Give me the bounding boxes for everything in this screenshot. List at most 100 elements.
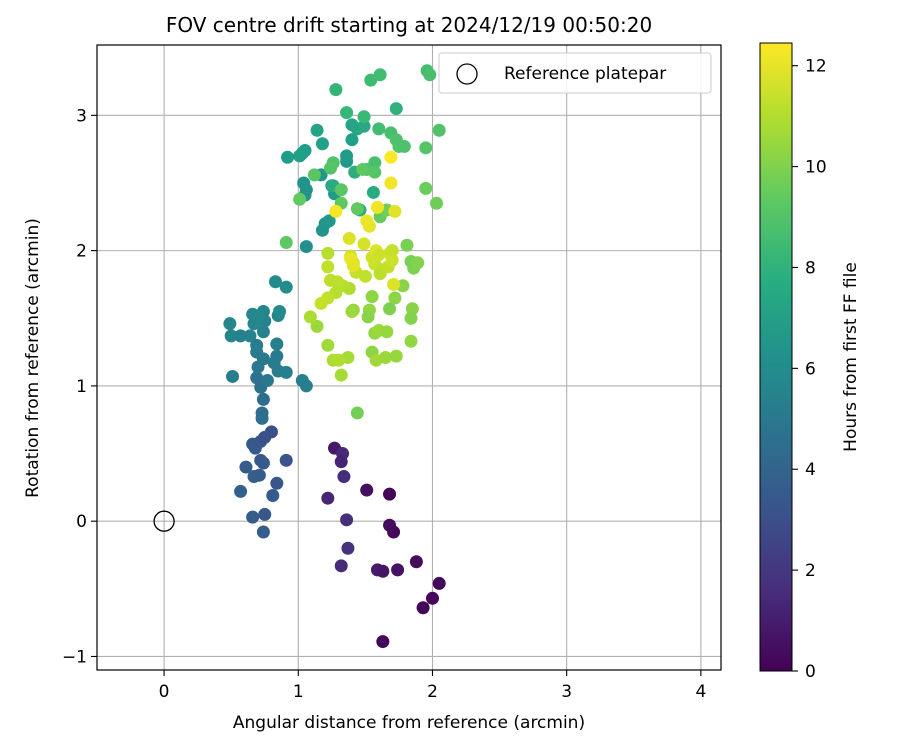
data-point <box>332 353 346 367</box>
data-point <box>251 310 265 324</box>
data-point <box>346 259 360 273</box>
data-point <box>256 325 270 339</box>
data-point <box>419 141 433 155</box>
data-point <box>299 240 313 254</box>
data-point <box>405 302 419 316</box>
data-point <box>334 455 348 469</box>
data-point <box>264 425 278 439</box>
data-point <box>340 106 354 120</box>
data-point <box>387 525 401 539</box>
colorbar <box>759 42 793 672</box>
data-point <box>270 476 284 490</box>
data-point <box>340 513 354 527</box>
data-point <box>345 118 359 132</box>
legend-label: Reference platepar <box>504 64 666 84</box>
colorbar-tick-label: 10 <box>805 158 827 178</box>
y-axis-label: Rotation from reference (arcmin) <box>23 218 43 498</box>
grid-lines <box>97 45 721 670</box>
data-point <box>270 337 284 351</box>
data-point <box>281 150 295 164</box>
data-point <box>310 123 324 137</box>
data-point <box>256 456 270 470</box>
data-point <box>256 525 270 539</box>
data-point <box>340 149 354 163</box>
colorbar-tick-label: 2 <box>805 561 816 581</box>
y-tick-label: −1 <box>62 647 87 667</box>
data-point <box>293 192 307 206</box>
data-point <box>400 238 414 252</box>
data-point <box>370 200 384 214</box>
data-point <box>279 280 293 294</box>
colorbar-tick-label: 4 <box>805 460 816 480</box>
data-point <box>384 150 398 164</box>
data-point <box>329 204 343 218</box>
data-point <box>345 305 359 319</box>
data-point <box>321 491 335 505</box>
data-point <box>303 310 317 324</box>
data-point <box>360 483 374 497</box>
data-point <box>279 453 293 467</box>
data-point <box>376 635 390 649</box>
plot-frame <box>96 44 722 671</box>
data-point <box>252 468 266 482</box>
colorbar-label: Hours from first FF file <box>841 262 861 452</box>
data-point <box>268 275 282 289</box>
data-point <box>409 555 423 569</box>
chart-title: FOV centre drift starting at 2024/12/19 … <box>166 13 652 37</box>
data-point <box>279 236 293 250</box>
x-axis-label: Angular distance from reference (arcmin) <box>233 713 585 733</box>
data-point <box>260 373 274 387</box>
data-point <box>432 123 446 137</box>
data-point <box>397 139 411 153</box>
data-point <box>368 165 382 179</box>
data-point <box>307 168 321 182</box>
data-point <box>425 591 439 605</box>
data-point <box>366 185 380 199</box>
data-point <box>357 119 371 133</box>
data-point <box>360 214 374 228</box>
x-axis-ticks: 0 1 2 3 4 <box>159 670 706 702</box>
data-point <box>388 204 402 218</box>
data-point <box>334 559 348 573</box>
data-point <box>383 302 397 316</box>
data-point <box>387 277 401 291</box>
data-point <box>310 319 324 333</box>
data-point <box>226 369 240 383</box>
data-point <box>404 334 418 348</box>
data-point <box>334 368 348 382</box>
x-tick-label: 1 <box>293 682 304 702</box>
data-point <box>315 137 329 151</box>
data-point <box>314 296 328 310</box>
data-point <box>430 196 444 210</box>
data-point <box>234 329 248 343</box>
data-point <box>323 273 337 287</box>
data-point <box>389 102 403 116</box>
y-tick-label: 3 <box>76 106 87 126</box>
data-point <box>388 291 402 305</box>
colorbar-tick-label: 6 <box>805 359 816 379</box>
data-point <box>383 487 397 501</box>
colorbar-tick-label: 0 <box>805 662 816 682</box>
data-point <box>321 260 335 274</box>
y-tick-label: 0 <box>76 512 87 532</box>
data-point <box>267 356 281 370</box>
x-tick-label: 2 <box>427 682 438 702</box>
reference-platepar-marker <box>153 510 175 532</box>
x-tick-label: 0 <box>159 682 170 702</box>
data-point <box>224 329 238 343</box>
data-point <box>372 248 386 262</box>
data-point <box>432 576 446 590</box>
x-tick-label: 3 <box>561 682 572 702</box>
data-point <box>243 329 257 343</box>
data-point <box>297 176 311 190</box>
legend-box <box>438 52 712 94</box>
data-point <box>423 68 437 82</box>
data-point <box>337 470 351 484</box>
data-point <box>239 460 253 474</box>
data-point <box>342 231 356 245</box>
data-point <box>250 371 264 385</box>
data-points <box>223 64 446 649</box>
data-point <box>250 338 264 352</box>
data-point <box>279 365 293 379</box>
